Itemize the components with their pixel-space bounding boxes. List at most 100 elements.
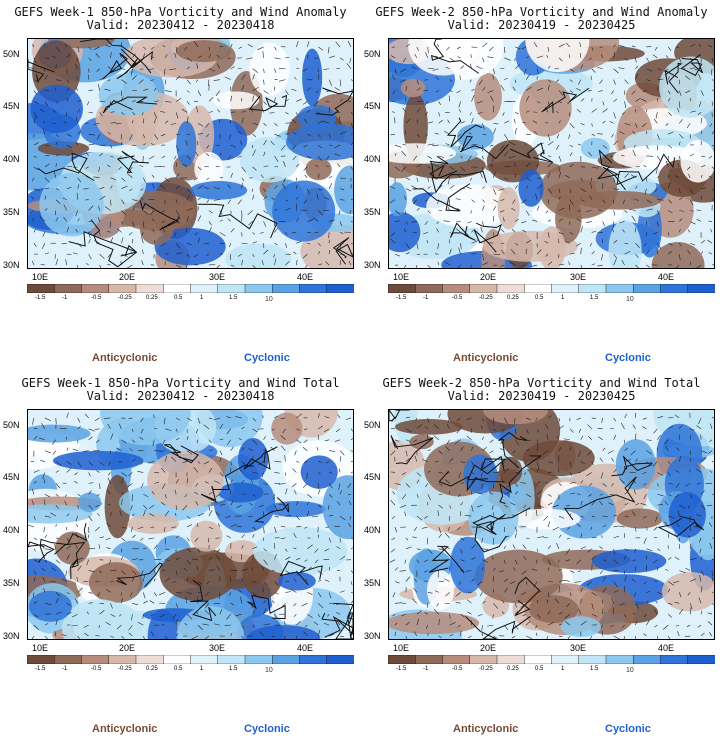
wind-vector: [526, 439, 531, 442]
colorbar-swatch: [605, 284, 634, 293]
wind-vector: [656, 166, 658, 174]
wind-vector: [500, 478, 505, 484]
wind-vector: [121, 570, 126, 575]
wind-vector: [285, 488, 288, 495]
wind-vector: [566, 603, 571, 608]
wind-vector: [558, 263, 565, 266]
wind-vector: [317, 614, 321, 618]
wind-vector: [460, 461, 466, 464]
colorbar-swatch: [551, 284, 580, 293]
coastline-border: [465, 615, 531, 639]
wind-vector: [580, 199, 585, 202]
wind-vector: [699, 548, 702, 554]
wind-vector: [263, 599, 266, 604]
wind-vector: [269, 112, 275, 114]
wind-vector: [426, 240, 429, 244]
wind-vector: [456, 207, 461, 211]
wind-vector: [143, 509, 146, 517]
wind-vector: [545, 210, 549, 214]
wind-vector: [558, 120, 561, 124]
wind-vector: [668, 242, 673, 246]
wind-vector: [416, 479, 420, 484]
wind-vector: [613, 68, 619, 74]
wind-vector: [128, 624, 133, 631]
wind-vector: [95, 634, 100, 637]
vorticity-contour-region: [518, 169, 544, 207]
wind-vector: [77, 218, 80, 222]
wind-vector: [558, 515, 565, 519]
wind-vector: [51, 567, 56, 571]
wind-vector: [238, 46, 242, 49]
wind-vector: [514, 162, 516, 167]
wind-vector: [306, 41, 310, 48]
vorticity-contour-region: [400, 78, 426, 98]
wind-vector: [208, 221, 213, 226]
wind-vector: [303, 631, 308, 637]
wind-vector: [412, 536, 417, 539]
wind-vector: [416, 46, 419, 51]
wind-vector: [653, 428, 658, 434]
wind-vector: [329, 514, 334, 517]
wind-vector: [449, 614, 451, 619]
wind-vector: [698, 43, 702, 48]
latitude-tick-label: 50N: [3, 420, 20, 430]
wind-vector: [457, 56, 461, 59]
wind-vector: [514, 118, 516, 124]
wind-vector: [678, 229, 681, 233]
wind-vector: [55, 163, 57, 167]
wind-vector: [175, 437, 180, 441]
wind-vector: [274, 592, 279, 595]
wind-vector: [307, 87, 312, 91]
wind-vector: [569, 492, 576, 495]
wind-vector: [350, 112, 353, 115]
wind-vector: [143, 53, 145, 58]
wind-vector: [293, 603, 297, 607]
wind-vector: [493, 171, 496, 178]
wind-vector: [241, 461, 248, 467]
wind-vector: [643, 581, 647, 585]
wind-vector: [318, 263, 322, 266]
wind-vector: [427, 46, 429, 54]
wind-vector: [96, 494, 100, 497]
wind-vector: [99, 570, 102, 574]
wind-vector: [471, 240, 477, 244]
wind-vector: [642, 90, 647, 93]
wind-vector: [75, 87, 78, 91]
wind-vector: [424, 570, 428, 573]
wind-vector: [586, 472, 592, 477]
wind-vector: [252, 122, 259, 125]
coastline-border: [253, 497, 290, 523]
wind-vector: [186, 524, 193, 528]
wind-vector: [186, 194, 190, 200]
wind-vector: [477, 581, 483, 586]
wind-vector: [213, 199, 220, 201]
wind-vector: [438, 120, 443, 124]
wind-vector: [686, 624, 691, 628]
coastline-border: [279, 560, 323, 586]
colorbar-swatch: [272, 284, 301, 293]
wind-vector: [88, 515, 93, 522]
wind-vector: [115, 122, 122, 125]
wind-vector: [347, 522, 352, 528]
wind-vector: [174, 52, 177, 58]
wind-vector: [185, 140, 188, 146]
wind-vector: [208, 210, 213, 214]
wind-vector: [433, 609, 439, 615]
wind-vector: [591, 592, 597, 596]
wind-vector: [118, 166, 122, 170]
wind-vector: [281, 603, 286, 608]
wind-vector: [196, 566, 199, 571]
wind-vector: [230, 264, 235, 267]
vorticity-contour-region: [499, 456, 523, 485]
wind-vector: [153, 578, 156, 582]
vorticity-contour-region: [322, 475, 353, 540]
wind-vector: [679, 210, 685, 212]
wind-vector: [427, 166, 432, 169]
wind-vector: [689, 261, 692, 266]
wind-vector: [403, 228, 407, 233]
coastline-border: [412, 183, 471, 212]
wind-vector: [128, 472, 133, 477]
wind-vector: [646, 144, 649, 149]
wind-vector: [668, 603, 673, 605]
wind-vector: [632, 149, 636, 157]
